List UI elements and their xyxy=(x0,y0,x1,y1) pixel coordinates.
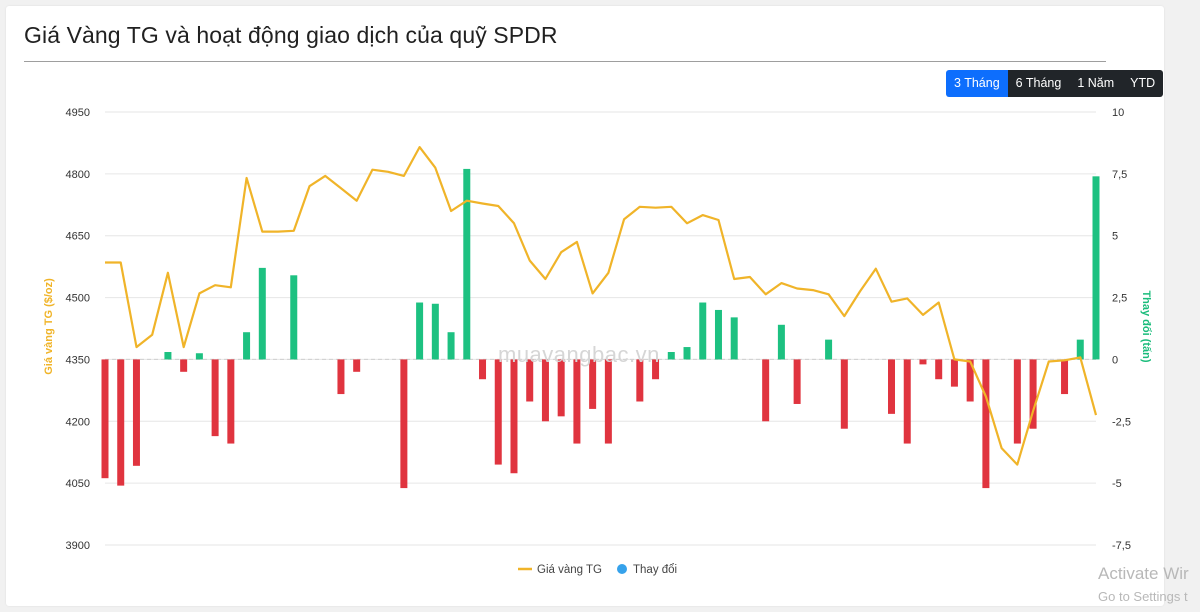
change-bar xyxy=(400,359,408,489)
change-bar xyxy=(258,267,266,360)
change-bar xyxy=(966,359,974,402)
change-bar xyxy=(510,359,518,474)
change-bar xyxy=(447,332,455,360)
y-right-tick-label: -2,5 xyxy=(1112,416,1131,428)
change-bar xyxy=(762,359,770,422)
change-bar xyxy=(557,359,565,417)
legend-label-price: Giá vàng TG xyxy=(537,564,602,576)
y-left-tick-label: 4650 xyxy=(66,231,90,243)
change-bar xyxy=(683,347,691,360)
change-bar xyxy=(840,359,848,429)
y-right-tick-label: 2,5 xyxy=(1112,293,1127,305)
change-bar xyxy=(1092,176,1100,360)
legend-label-change: Thay đổi xyxy=(633,564,677,576)
change-bar xyxy=(1076,339,1084,360)
y-left-tick-label: 4050 xyxy=(66,478,90,490)
y-right-axis-title: Thay đổi (tấn) xyxy=(1140,290,1152,362)
change-bar xyxy=(636,359,644,402)
title-divider xyxy=(24,61,1106,62)
change-bar xyxy=(463,168,471,360)
activate-windows-subtext: Go to Settings t xyxy=(1098,589,1188,604)
change-bar xyxy=(211,359,219,437)
range-1-year-button[interactable]: 1 Năm xyxy=(1069,70,1123,97)
change-bar xyxy=(714,309,722,360)
change-bar xyxy=(589,359,597,409)
y-right-tick-label: 5 xyxy=(1112,231,1118,243)
change-bar xyxy=(919,359,927,365)
y-right-tick-label: 7,5 xyxy=(1112,169,1127,181)
change-bar xyxy=(982,359,990,489)
change-bar xyxy=(935,359,943,380)
range-3-months-button[interactable]: 3 Tháng xyxy=(946,70,1008,97)
change-bar xyxy=(337,359,345,395)
change-bar xyxy=(416,302,424,360)
y-left-tick-label: 4800 xyxy=(66,169,90,181)
range-ytd-button[interactable]: YTD xyxy=(1122,70,1164,97)
change-bar xyxy=(604,359,612,444)
chart-card xyxy=(6,6,1164,606)
y-right-tick-label: 0 xyxy=(1112,354,1118,366)
change-bar xyxy=(950,359,958,387)
range-6-months-button[interactable]: 6 Tháng xyxy=(1007,70,1070,97)
y-right-tick-label: 10 xyxy=(1112,107,1124,119)
page-title: Giá Vàng TG và hoạt động giao dịch của q… xyxy=(24,22,558,48)
change-bar xyxy=(541,359,549,422)
change-bar xyxy=(1061,359,1069,395)
change-bar xyxy=(195,353,203,360)
price-line xyxy=(105,146,1098,466)
y-left-tick-label: 4950 xyxy=(66,107,90,119)
change-bar xyxy=(101,359,109,479)
change-bar xyxy=(903,359,911,444)
y-right-tick-label: -7,5 xyxy=(1112,540,1131,552)
change-bar xyxy=(652,359,660,380)
y-left-tick-label: 4350 xyxy=(66,354,90,366)
change-bar xyxy=(730,317,738,360)
y-left-tick-label: 3900 xyxy=(66,540,90,552)
y-left-tick-label: 4200 xyxy=(66,416,90,428)
change-bar xyxy=(353,359,361,372)
change-bar xyxy=(117,359,125,486)
change-bar xyxy=(667,352,675,360)
change-bar xyxy=(479,359,487,380)
change-bar xyxy=(793,359,801,404)
y-left-axis-title: Giá vàng TG ($/oz) xyxy=(43,278,55,375)
change-bar xyxy=(180,359,188,372)
change-bar xyxy=(227,359,235,444)
change-bar xyxy=(164,352,172,360)
change-bar xyxy=(573,359,581,444)
range-selector: 3 Tháng 6 Tháng 1 Năm YTD xyxy=(946,70,1164,97)
change-bar xyxy=(132,359,140,466)
change-bar xyxy=(1029,359,1037,429)
change-bar xyxy=(1013,359,1021,444)
change-bar xyxy=(699,302,707,360)
activate-windows-text: Activate Wir xyxy=(1098,564,1189,583)
y-left-tick-label: 4500 xyxy=(66,293,90,305)
change-bar xyxy=(777,324,785,360)
change-bar xyxy=(825,339,833,360)
watermark-text: muavangbac.vn xyxy=(498,342,660,367)
change-bar xyxy=(888,359,896,414)
change-bar xyxy=(290,275,298,360)
y-right-tick-label: -5 xyxy=(1112,478,1122,490)
change-bar xyxy=(494,359,502,465)
change-bar xyxy=(243,332,251,360)
change-bar xyxy=(526,359,534,402)
legend-dot-swatch xyxy=(617,564,627,574)
change-bar xyxy=(431,303,439,360)
